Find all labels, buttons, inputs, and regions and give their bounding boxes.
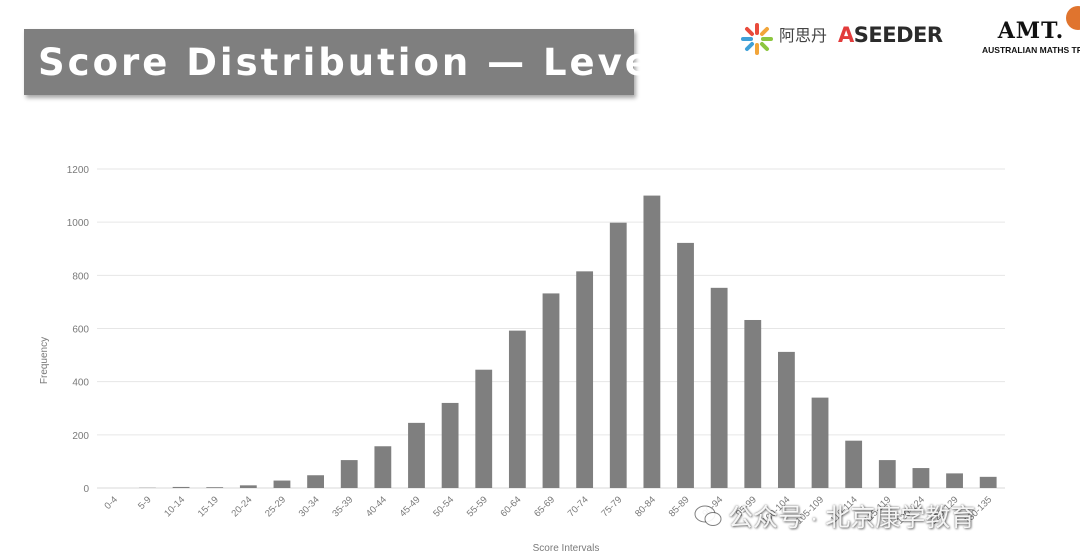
x-tick-label: 80-84 — [633, 494, 658, 519]
y-tick-label: 800 — [72, 271, 89, 282]
x-axis-title: Score Intervals — [533, 543, 600, 554]
bar — [542, 293, 560, 488]
x-tick-label: 0-4 — [102, 494, 119, 511]
bar — [206, 487, 224, 488]
x-tick-label: 15-19 — [196, 494, 221, 519]
bar — [475, 369, 493, 488]
bar — [307, 475, 324, 488]
x-tick-label: 30-34 — [297, 494, 322, 519]
bar — [778, 351, 795, 488]
bar — [172, 486, 190, 488]
x-tick-label: 5-9 — [136, 494, 153, 511]
x-tick-label: 70-74 — [566, 494, 591, 519]
chart-title: Score Distribution — Level C — [38, 40, 715, 84]
bar — [340, 460, 358, 488]
corner-badge-icon — [1066, 6, 1080, 30]
x-tick-label: 55-59 — [465, 494, 490, 519]
watermark-text: 公众号 · 北京康学教育 — [728, 504, 976, 532]
bar — [609, 222, 627, 488]
x-tick-label: 60-64 — [499, 494, 524, 519]
bar — [912, 468, 930, 488]
bar — [643, 195, 661, 489]
aseeder-chinese-name: 阿思丹 — [779, 26, 828, 45]
x-tick-label: 85-89 — [667, 494, 692, 519]
aseeder-star-icon — [741, 23, 773, 55]
x-tick-label: 75-79 — [599, 494, 624, 519]
x-tick-label: 20-24 — [229, 494, 254, 519]
y-tick-label: 1200 — [67, 165, 90, 176]
bar — [273, 480, 291, 488]
bar — [576, 271, 594, 488]
x-tick-label: 45-49 — [398, 494, 423, 519]
bar — [408, 422, 425, 488]
bar — [744, 319, 762, 488]
amt-subtitle: AUSTRALIAN MATHS TRUST — [982, 45, 1080, 55]
x-tick-label: 10-14 — [162, 494, 187, 519]
y-tick-label: 0 — [83, 484, 89, 495]
bar — [979, 476, 997, 488]
bar — [946, 473, 963, 488]
amt-logo: AMT. AUSTRALIAN MATHS TRUST — [982, 20, 1080, 55]
amt-mark: AMT. — [997, 18, 1065, 44]
x-tick-label: 25-29 — [263, 494, 288, 519]
title-banner: Score Distribution — Level C — [24, 29, 712, 95]
bar — [374, 446, 392, 488]
bar — [239, 485, 257, 488]
x-tick-label: 65-69 — [532, 494, 557, 519]
x-tick-label: 40-44 — [364, 494, 389, 519]
bar — [811, 397, 829, 488]
logo-strip: 阿思丹 ASEEDER AMT. AUSTRALIAN MATHS TRUST — [740, 6, 1080, 64]
bar — [441, 402, 459, 488]
x-tick-label: 50-54 — [431, 494, 456, 519]
watermark: 公众号 · 北京康学教育 — [694, 498, 975, 534]
wechat-icon — [694, 505, 722, 526]
y-tick-label: 400 — [72, 378, 89, 389]
aseeder-logo: ASEEDER — [838, 23, 943, 47]
y-axis-title: Frequency — [39, 337, 50, 384]
bar — [878, 460, 896, 488]
y-tick-label: 200 — [72, 431, 89, 442]
bar — [677, 242, 694, 488]
bar — [710, 287, 728, 488]
bar — [845, 440, 863, 488]
y-tick-label: 1000 — [67, 218, 90, 229]
x-tick-label: 35-39 — [330, 494, 355, 519]
bar — [508, 330, 526, 488]
y-tick-label: 600 — [72, 325, 89, 336]
